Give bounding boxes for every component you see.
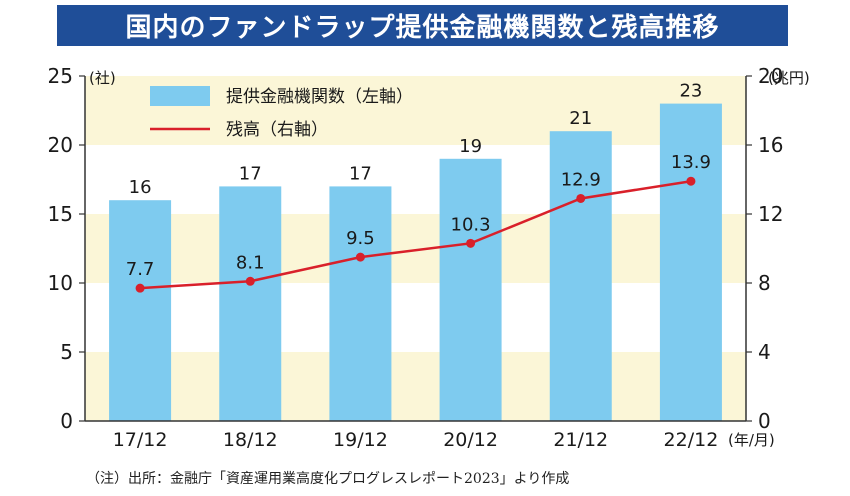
bar-value-label: 17 [349,163,372,184]
x-axis-unit: (年/月) [728,431,775,449]
line-point [245,276,255,286]
legend: 提供金融機関数（左軸） 残高（右軸） [150,86,413,140]
background-band [85,145,746,214]
right-tick-label: 0 [758,409,771,433]
chart-title: 国内のファンドラップ提供金融機関数と残高推移 [57,5,788,46]
right-tick-label: 20 [758,64,783,88]
bar [109,200,172,421]
right-axis-unit: (兆円) [768,69,810,87]
left-tick-label: 0 [60,409,73,433]
right-tick-label: 4 [758,340,771,364]
line-path [140,179,692,290]
bar [219,186,282,421]
legend-label-line: 残高（右軸） [226,120,328,140]
background-band [85,214,746,283]
bar-value-labels: 16 17 17 19 21 23 [129,81,703,199]
x-tick-label: 22/12 [664,429,719,451]
line-series [135,176,696,293]
bar-value-label: 19 [459,136,482,157]
left-tick-label: 15 [48,202,73,226]
bar [329,186,392,421]
line-value-labels: 7.7 8.1 9.5 10.3 12.9 13.9 [126,152,711,280]
line-point [686,176,696,186]
line-point [135,283,145,293]
line-point [466,238,476,248]
bar [659,103,722,421]
bar-series [109,103,722,422]
x-tick-label: 21/12 [553,429,608,451]
right-tick-label: 16 [758,133,783,157]
background-band [85,283,746,352]
background-band [85,352,746,421]
right-tick-label: 8 [758,271,771,295]
source-note: （注）出所：金融庁「資産運用業高度化プログレスレポート2023」より作成 [86,471,570,487]
bar-value-label: 16 [129,177,152,198]
left-tick-label: 25 [48,64,73,88]
line-value-label: 7.7 [126,259,155,280]
left-tick-label: 5 [60,340,73,364]
bar-value-label: 17 [239,163,262,184]
left-tick-label: 10 [48,271,73,295]
legend-label-bar: 提供金融機関数（左軸） [226,87,413,107]
line-value-label: 9.5 [346,228,375,249]
legend-swatch-bar [150,86,210,106]
left-tick-label: 20 [48,133,73,157]
bar-value-label: 23 [679,81,702,102]
left-axis-unit: (社) [89,69,116,87]
line-value-label: 13.9 [671,152,711,173]
line-point [576,193,586,203]
x-tick-label: 18/12 [223,429,278,451]
line-value-label: 8.1 [236,252,265,273]
line-value-label: 10.3 [451,214,491,235]
x-tick-label: 20/12 [443,429,498,451]
line-value-label: 12.9 [561,169,601,190]
right-tick-label: 12 [758,202,783,226]
bar [549,131,612,421]
axes: 0 5 10 15 20 25 0 4 8 12 16 20 (社) (兆円) 17/12 18/12 19/1… [48,64,810,451]
bar [439,158,502,422]
line-point [355,252,365,262]
x-tick-label: 19/12 [333,429,388,451]
bar-value-label: 21 [569,108,592,129]
x-tick-label: 17/12 [113,429,168,451]
